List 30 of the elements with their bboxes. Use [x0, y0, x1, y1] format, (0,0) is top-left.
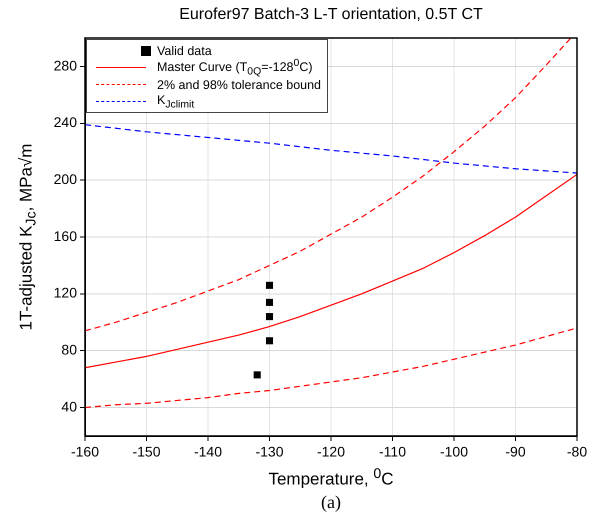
y-tick-label: 40: [61, 398, 78, 414]
x-tick-label: -110: [379, 443, 406, 460]
legend-label: K$_{Jclimit}$: [157, 92, 194, 110]
point: [266, 313, 274, 320]
point: [254, 371, 261, 378]
point: [266, 282, 274, 289]
legend-label: 2% and 98% tolerance bound: [157, 78, 322, 92]
y-tick-label: 240: [54, 114, 78, 130]
y-tick-label: 120: [54, 284, 78, 301]
line-series: [85, 124, 577, 174]
x-tick-label: -100: [440, 443, 468, 460]
legend-label: Valid data: [157, 44, 212, 58]
chart-title: Eurofer97 Batch-3 L-T orientation, 0.5T CT: [178, 6, 484, 24]
x-tick-label: -160: [70, 443, 100, 460]
x-tick-label: -120: [316, 443, 346, 460]
x-tick-label: -130: [255, 443, 284, 460]
x-tick-label: -140: [194, 443, 222, 460]
x-tick-label: -90: [505, 443, 526, 460]
x-tick-label: -80: [566, 443, 588, 460]
y-tick-label: 280: [54, 57, 78, 74]
text: (a): [320, 492, 342, 513]
x-axis-title: Temperature, $^{0}$C: [267, 466, 395, 490]
point: [266, 337, 274, 344]
x-tick-label: -150: [132, 443, 161, 460]
y-tick-label: 200: [54, 171, 78, 187]
line-series: [85, 38, 572, 332]
legend-label: Master Curve (T$_{0Q}$=-128$^{0}$C): [157, 58, 313, 78]
y-tick-label: 80: [61, 342, 78, 358]
y-tick-label: 160: [54, 228, 78, 244]
point: [266, 298, 274, 306]
